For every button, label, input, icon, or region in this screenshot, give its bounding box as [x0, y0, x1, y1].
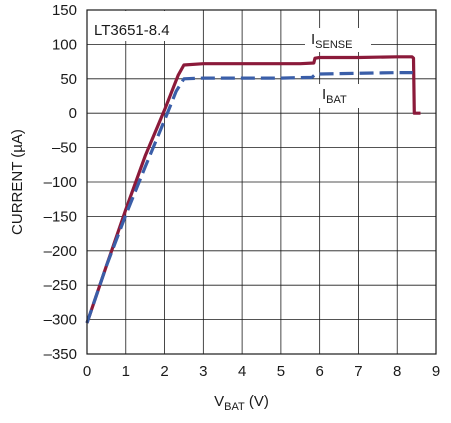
grid [87, 10, 436, 354]
y-tick-label: –200 [44, 243, 77, 260]
svg-text:ISENSE: ISENSE [311, 31, 352, 51]
y-axis-title: CURRENT (µA) [9, 129, 26, 235]
series-label-ibat: IBAT [316, 84, 360, 108]
x-axis-title-main: V [214, 393, 224, 410]
y-tick-label: 0 [69, 105, 77, 122]
series-label-isense-main: I [311, 31, 315, 48]
svg-text:IBAT: IBAT [322, 86, 347, 106]
y-tick-label: 50 [60, 71, 77, 88]
x-tick-label: 0 [83, 363, 91, 380]
series-line-ibat [85, 71, 413, 324]
x-tick-label: 2 [160, 363, 168, 380]
x-tick-label: 6 [315, 363, 323, 380]
x-tick-label: 8 [393, 363, 401, 380]
series-lines [85, 55, 421, 324]
x-tick-label: 9 [432, 363, 440, 380]
y-tick-label: –350 [44, 346, 77, 363]
y-tick-label: –100 [44, 174, 77, 191]
y-tick-label: –250 [44, 277, 77, 294]
series-label-isense-sub: SENSE [315, 39, 352, 51]
x-tick-label: 1 [122, 363, 130, 380]
tick-labels: 0 1 2 3 4 5 6 7 8 9 150 100 50 0 –50 –100 –150 –200 –250 –3… [44, 2, 441, 380]
title-box [88, 11, 176, 41]
x-tick-label: 5 [277, 363, 285, 380]
series-label-isense: ISENSE [305, 28, 371, 52]
x-axis-title-sub: BAT [224, 401, 245, 413]
chart-title: LT3651-8.4 [94, 22, 170, 39]
plot-frame [86, 9, 437, 355]
x-axis-title-unit: (V) [245, 393, 269, 410]
x-tick-label: 3 [199, 363, 207, 380]
series-line-isense [85, 55, 421, 324]
x-axis-title: VBAT (V) [214, 393, 269, 413]
y-tick-label: –300 [44, 312, 77, 329]
y-tick-label: 100 [52, 36, 77, 53]
series-label-ibat-sub: BAT [326, 94, 347, 106]
y-tick-label: –150 [44, 208, 77, 225]
x-tick-label: 7 [354, 363, 362, 380]
x-tick-label: 4 [238, 363, 246, 380]
y-tick-label: 150 [52, 2, 77, 19]
series-label-ibat-main: I [322, 86, 326, 103]
y-tick-label: –50 [52, 140, 77, 157]
